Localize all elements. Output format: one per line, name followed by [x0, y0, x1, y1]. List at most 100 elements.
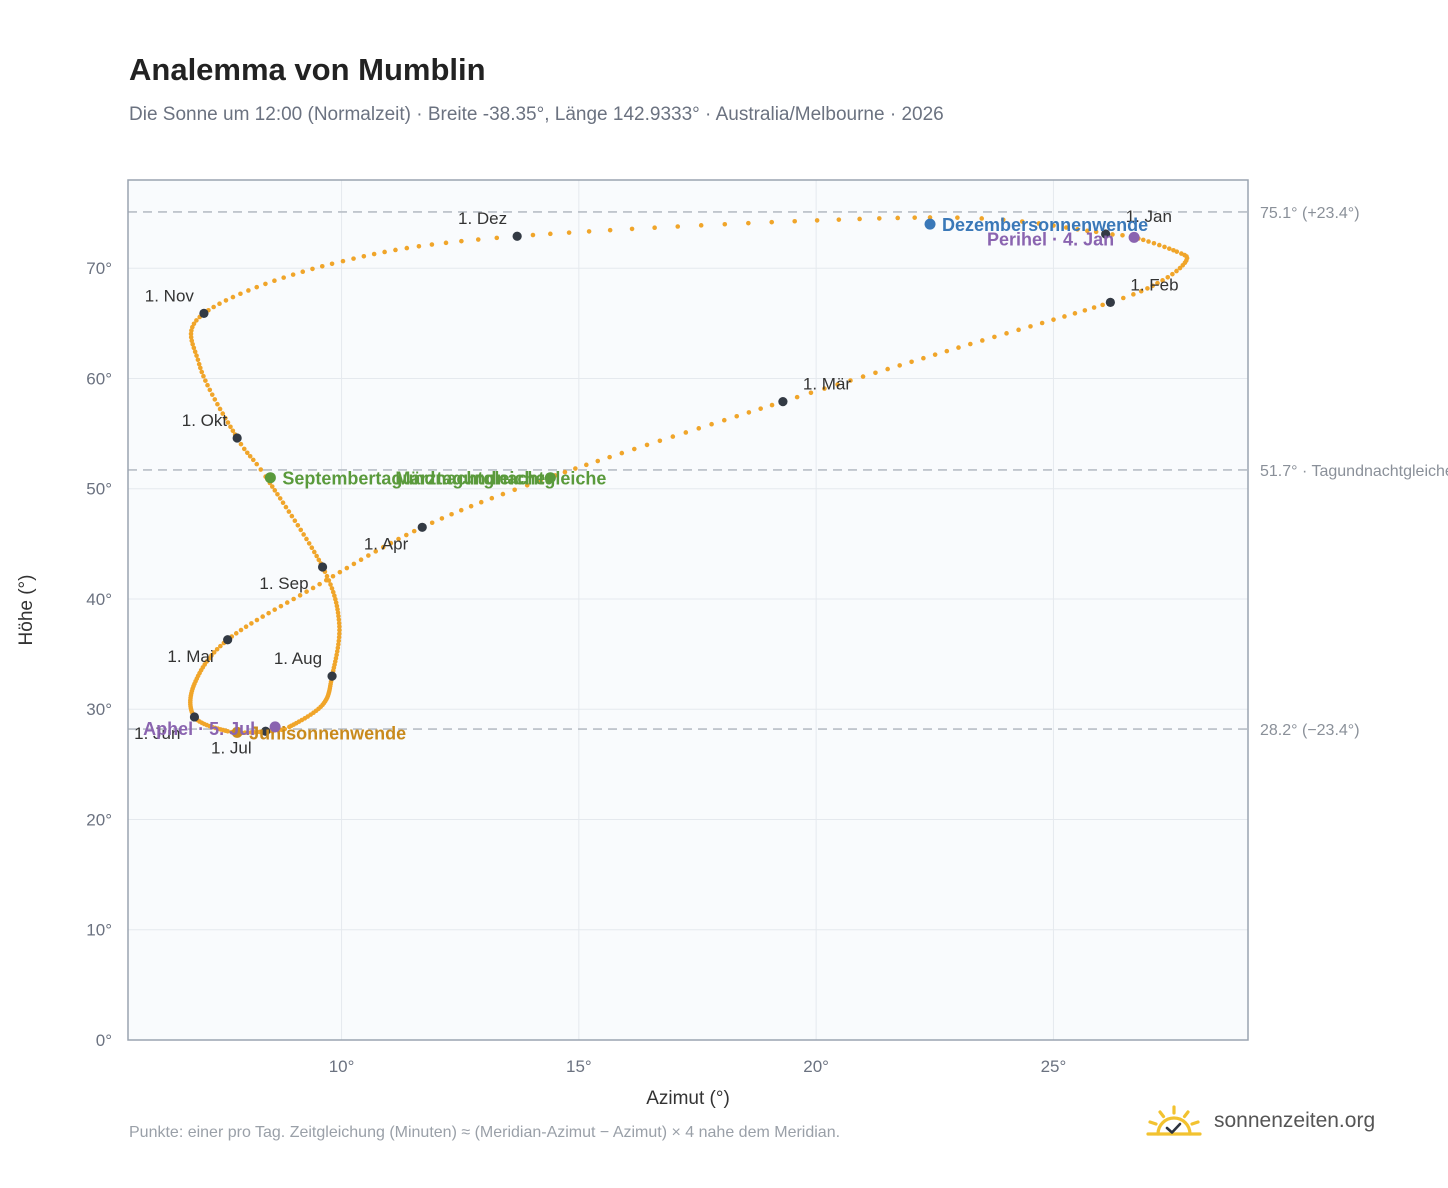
month-label: 1. Jun — [134, 724, 180, 743]
daily-point — [311, 549, 317, 555]
daily-point — [269, 484, 275, 489]
daily-point — [371, 251, 377, 257]
month-label: 1. Jan — [1126, 207, 1172, 226]
month-label: 1. Jul — [211, 738, 252, 757]
daily-point — [1151, 240, 1157, 246]
daily-point — [794, 394, 800, 400]
daily-point — [619, 450, 625, 456]
daily-point — [254, 284, 260, 290]
daily-point — [334, 649, 340, 654]
daily-point — [1162, 244, 1167, 250]
daily-point — [1085, 228, 1090, 234]
daily-point — [1004, 331, 1009, 336]
month-point — [1105, 297, 1115, 307]
x-axis-label: Azimut (°) — [646, 1088, 730, 1109]
daily-point — [310, 585, 316, 591]
daily-point — [292, 518, 298, 523]
daily-point — [979, 216, 985, 221]
daily-point — [275, 492, 280, 497]
daily-point — [344, 565, 350, 571]
daily-point — [241, 446, 247, 452]
daily-point — [243, 624, 249, 630]
daily-point — [190, 341, 195, 347]
daily-point — [873, 370, 878, 376]
brand-name: sonnenzeiten.org — [1214, 1109, 1376, 1132]
daily-point — [290, 272, 296, 277]
daily-point — [500, 491, 506, 497]
daily-point — [1019, 219, 1025, 224]
daily-point — [1170, 271, 1175, 277]
daily-point — [822, 386, 827, 391]
daily-point — [254, 617, 260, 623]
daily-point — [217, 301, 222, 307]
event-point — [924, 218, 936, 230]
daily-point — [199, 369, 205, 375]
event-label: Septembertagundnachtgleiche — [282, 469, 545, 489]
daily-point — [468, 503, 474, 509]
daily-point — [1036, 221, 1042, 226]
x-tick-label: 15° — [566, 1057, 592, 1076]
chart-title: Analemma von Mumblin — [129, 52, 486, 87]
daily-point — [675, 224, 681, 229]
daily-point — [245, 730, 251, 735]
daily-point — [223, 415, 228, 421]
daily-point — [220, 411, 226, 416]
daily-point — [1131, 292, 1136, 297]
daily-point — [337, 569, 343, 575]
daily-point — [314, 553, 319, 559]
daily-point — [696, 426, 702, 431]
daily-point — [380, 544, 386, 550]
month-point — [189, 712, 200, 722]
daily-point — [351, 561, 357, 567]
daily-point — [1063, 225, 1069, 230]
daily-point — [214, 646, 220, 652]
daily-point — [562, 469, 568, 475]
daily-point — [189, 338, 195, 344]
daily-point — [326, 578, 332, 583]
daily-point — [670, 434, 676, 439]
daily-point — [297, 593, 303, 598]
sun-logo-icon — [1146, 1105, 1202, 1136]
daily-point — [584, 462, 589, 468]
daily-point — [980, 338, 985, 343]
daily-point — [814, 218, 820, 223]
daily-point — [309, 545, 315, 551]
daily-point — [629, 226, 635, 232]
daily-point — [439, 516, 445, 521]
daily-point — [263, 281, 268, 287]
event-label: Märztagundnachtgleiche — [395, 469, 606, 489]
month-label: 1. Mai — [167, 647, 213, 666]
daily-point — [205, 382, 210, 388]
daily-point — [230, 428, 236, 434]
daily-point — [885, 366, 890, 372]
daily-point — [1165, 274, 1171, 280]
chart-subtitle: Die Sonne um 12:00 (Normalzeit) · Breite… — [129, 104, 944, 125]
daily-point — [416, 243, 422, 249]
daily-point — [1072, 311, 1078, 316]
brand-link[interactable]: sonnenzeiten.org — [1146, 1104, 1375, 1138]
daily-point — [298, 527, 304, 533]
daily-point — [300, 269, 306, 275]
daily-point — [1138, 288, 1144, 294]
daily-point — [336, 613, 341, 619]
daily-point — [337, 624, 342, 629]
x-tick-label: 10° — [329, 1057, 355, 1076]
reference-line-label: 51.7° · Tagundnachtgleiche — [1260, 463, 1448, 480]
daily-point — [1082, 308, 1088, 313]
daily-point — [566, 230, 572, 235]
daily-point — [475, 237, 481, 242]
daily-point — [912, 215, 917, 220]
daily-point — [927, 215, 933, 220]
event-label: Aphel · 5. Jul — [143, 719, 255, 739]
daily-point — [306, 541, 312, 546]
month-point — [223, 635, 233, 645]
y-tick-label: 70° — [86, 259, 112, 278]
daily-point — [746, 410, 752, 415]
daily-point — [449, 511, 454, 517]
daily-point — [607, 227, 613, 233]
daily-point — [192, 349, 198, 355]
daily-point — [644, 442, 650, 448]
daily-point — [429, 242, 435, 247]
daily-point — [848, 378, 853, 383]
